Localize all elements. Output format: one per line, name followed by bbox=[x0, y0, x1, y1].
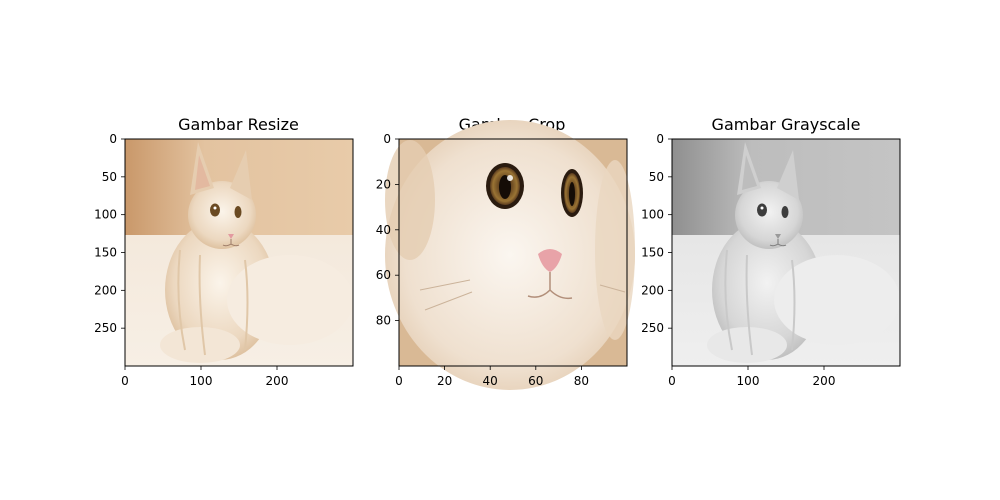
y-tick-label: 150 bbox=[641, 246, 664, 260]
axes-resize: Gambar Resize 0 100 200 0 50 100 150 200 250 bbox=[94, 115, 354, 388]
y-ticks-resize: 0 50 100 150 200 250 bbox=[94, 132, 125, 335]
y-tick-label: 0 bbox=[109, 132, 117, 146]
x-ticks-resize: 0 100 200 bbox=[121, 366, 288, 388]
y-tick-label: 0 bbox=[383, 132, 391, 146]
y-tick-label: 100 bbox=[641, 208, 664, 222]
x-ticks-crop: 0 20 40 60 80 bbox=[395, 366, 589, 388]
y-tick-label: 0 bbox=[656, 132, 664, 146]
y-tick-label: 80 bbox=[376, 314, 391, 328]
x-tick-label: 0 bbox=[668, 374, 676, 388]
y-ticks-grayscale: 0 50 100 150 200 250 bbox=[641, 132, 672, 335]
x-tick-label: 100 bbox=[737, 374, 760, 388]
y-tick-label: 20 bbox=[376, 177, 391, 191]
y-tick-label: 250 bbox=[641, 321, 664, 335]
image-grayscale bbox=[672, 139, 900, 366]
y-tick-label: 200 bbox=[94, 283, 117, 297]
image-crop bbox=[385, 120, 635, 390]
x-tick-label: 100 bbox=[190, 374, 213, 388]
y-tick-label: 200 bbox=[641, 283, 664, 297]
y-tick-label: 250 bbox=[94, 321, 117, 335]
x-tick-label: 200 bbox=[813, 374, 836, 388]
y-tick-label: 40 bbox=[376, 223, 391, 237]
x-tick-label: 20 bbox=[437, 374, 452, 388]
x-tick-label: 40 bbox=[483, 374, 498, 388]
y-tick-label: 60 bbox=[376, 268, 391, 282]
x-tick-label: 0 bbox=[395, 374, 403, 388]
frame-crop bbox=[398, 138, 628, 367]
x-tick-label: 60 bbox=[528, 374, 543, 388]
y-ticks-crop: 0 20 40 60 80 bbox=[376, 132, 399, 328]
x-tick-label: 80 bbox=[574, 374, 589, 388]
image-resize bbox=[125, 139, 353, 366]
x-ticks-grayscale: 0 100 200 bbox=[668, 366, 835, 388]
x-tick-label: 0 bbox=[121, 374, 129, 388]
title-resize: Gambar Resize bbox=[178, 115, 299, 134]
axes-grayscale: Gambar Grayscale 0 100 200 0 50 100 150 200 250 bbox=[641, 115, 901, 388]
x-tick-label: 200 bbox=[266, 374, 289, 388]
y-tick-label: 100 bbox=[94, 208, 117, 222]
title-grayscale: Gambar Grayscale bbox=[712, 115, 861, 134]
y-tick-label: 150 bbox=[94, 246, 117, 260]
y-tick-label: 50 bbox=[102, 170, 117, 184]
y-tick-label: 50 bbox=[649, 170, 664, 184]
